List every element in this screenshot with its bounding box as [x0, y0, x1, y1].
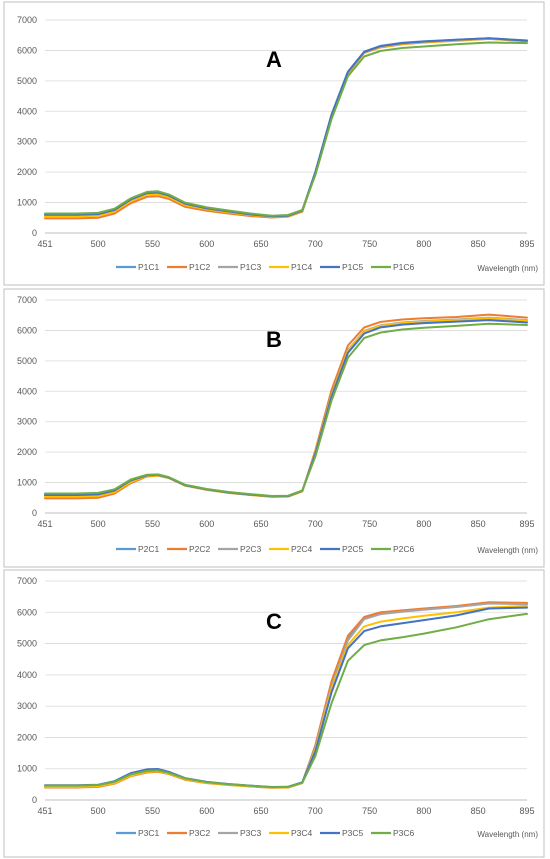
y-tick-label: 5000 — [17, 639, 37, 649]
chart-panel-c: 0 1000 2000 3000 4000 5000 6000 7000 451 500 550 60… — [3, 569, 545, 858]
x-tick-label: 895 — [519, 519, 534, 529]
legend-label: P3C1 — [138, 828, 160, 838]
x-tick-label: 451 — [37, 239, 52, 249]
panel-frame — [3, 288, 545, 568]
x-tick-label: 600 — [199, 806, 214, 816]
y-tick-label: 0 — [32, 795, 37, 805]
legend-label: P2C2 — [189, 544, 211, 554]
y-tick-label: 5000 — [17, 356, 37, 366]
y-tick-label: 7000 — [17, 295, 37, 305]
legend-label: P1C3 — [240, 262, 262, 272]
legend-label: P2C4 — [291, 544, 313, 554]
x-tick-label: 750 — [362, 519, 377, 529]
y-tick-label: 3000 — [17, 137, 37, 147]
panel-letter: A — [266, 47, 282, 72]
x-tick-label: 550 — [145, 239, 160, 249]
x-tick-label: 500 — [91, 806, 106, 816]
x-tick-label: 800 — [416, 239, 431, 249]
y-tick-label: 2000 — [17, 732, 37, 742]
legend-label: P1C6 — [393, 262, 415, 272]
x-tick-label: 451 — [37, 519, 52, 529]
x-tick-label: 550 — [145, 806, 160, 816]
y-tick-label: 0 — [32, 228, 37, 238]
y-tick-label: 1000 — [17, 478, 37, 488]
panel-frame — [3, 1, 545, 286]
y-tick-label: 4000 — [17, 670, 37, 680]
x-tick-label: 550 — [145, 519, 160, 529]
y-tick-label: 7000 — [17, 15, 37, 25]
legend-label: P3C2 — [189, 828, 211, 838]
y-tick-label: 2000 — [17, 167, 37, 177]
x-tick-label: 895 — [519, 806, 534, 816]
y-tick-label: 5000 — [17, 76, 37, 86]
x-axis-title: Wavelength (nm) — [477, 546, 538, 555]
x-tick-label: 700 — [308, 239, 323, 249]
y-tick-label: 4000 — [17, 386, 37, 396]
chart-panel-a: 0 1000 2000 3000 4000 5000 6000 7000 451 500 550 60… — [3, 1, 545, 286]
legend-label: P3C5 — [342, 828, 364, 838]
legend-label: P3C3 — [240, 828, 262, 838]
panel-letter: B — [266, 327, 282, 352]
x-tick-label: 700 — [308, 806, 323, 816]
panel-letter: C — [266, 609, 282, 634]
x-tick-label: 451 — [37, 806, 52, 816]
legend-label: P3C6 — [393, 828, 415, 838]
legend-label: P2C6 — [393, 544, 415, 554]
panel-frame — [3, 569, 545, 858]
x-tick-label: 700 — [308, 519, 323, 529]
y-tick-label: 3000 — [17, 701, 37, 711]
x-tick-label: 650 — [254, 519, 269, 529]
legend-label: P2C3 — [240, 544, 262, 554]
x-tick-label: 895 — [519, 239, 534, 249]
series-line-p2c6 — [44, 322, 528, 497]
y-tick-label: 1000 — [17, 764, 37, 774]
y-tick-label: 0 — [32, 508, 37, 518]
legend-label: P3C4 — [291, 828, 313, 838]
x-tick-label: 850 — [471, 519, 486, 529]
series-line-p1c6 — [44, 41, 528, 217]
x-tick-label: 500 — [91, 519, 106, 529]
x-tick-label: 500 — [91, 239, 106, 249]
legend-label: P1C1 — [138, 262, 160, 272]
x-tick-label: 800 — [416, 806, 431, 816]
legend: P3C1 P3C2 P3C3 P3C4 P3C5 P3C6 — [116, 828, 415, 838]
x-tick-label: 850 — [471, 806, 486, 816]
y-tick-label: 6000 — [17, 325, 37, 335]
y-tick-label: 6000 — [17, 607, 37, 617]
series-line-p3c6 — [44, 612, 528, 789]
x-tick-label: 650 — [254, 239, 269, 249]
x-tick-label: 600 — [199, 519, 214, 529]
chart-panel-b: 0 1000 2000 3000 4000 5000 6000 7000 451 500 550 60… — [3, 288, 545, 568]
y-tick-label: 2000 — [17, 447, 37, 457]
y-tick-label: 4000 — [17, 106, 37, 116]
y-tick-label: 7000 — [17, 576, 37, 586]
x-tick-label: 800 — [416, 519, 431, 529]
legend-label: P1C2 — [189, 262, 211, 272]
legend-label: P1C5 — [342, 262, 364, 272]
x-tick-label: 850 — [471, 239, 486, 249]
legend-label: P2C1 — [138, 544, 160, 554]
x-tick-label: 650 — [254, 806, 269, 816]
y-tick-label: 1000 — [17, 198, 37, 208]
legend: P1C1 P1C2 P1C3 P1C4 P1C5 P1C6 — [116, 262, 415, 272]
legend: P2C1 P2C2 P2C3 P2C4 P2C5 P2C6 — [116, 544, 415, 554]
x-tick-label: 600 — [199, 239, 214, 249]
legend-label: P1C4 — [291, 262, 313, 272]
x-axis-title: Wavelength (nm) — [477, 264, 538, 273]
y-tick-label: 3000 — [17, 417, 37, 427]
x-axis-title: Wavelength (nm) — [477, 830, 538, 839]
x-tick-label: 750 — [362, 806, 377, 816]
y-tick-label: 6000 — [17, 45, 37, 55]
x-tick-label: 750 — [362, 239, 377, 249]
legend-label: P2C5 — [342, 544, 364, 554]
